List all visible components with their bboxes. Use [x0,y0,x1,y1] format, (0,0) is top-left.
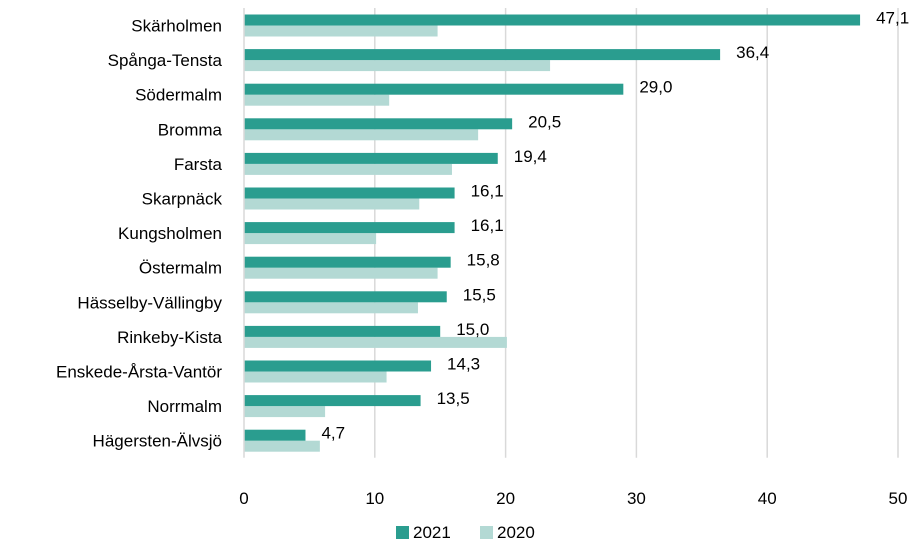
bar-2021 [244,152,498,164]
legend-label-2021: 2021 [413,523,451,542]
legend-label-2020: 2020 [497,523,535,542]
bar-2021 [244,83,624,95]
x-tick-label: 30 [627,489,646,508]
category-label: Farsta [174,155,223,174]
x-tick-label: 40 [758,489,777,508]
bar-2020 [244,336,507,348]
bar-2021 [244,49,721,61]
bar-2021 [244,187,455,199]
bar-2021 [244,291,447,303]
data-label-2021: 47,1 [876,9,909,28]
bar-2020 [244,163,452,175]
category-label: Enskede-Årsta-Vantör [56,363,222,382]
category-label: Norrmalm [147,397,222,416]
category-label: Skarpnäck [142,190,223,209]
bar-2021 [244,325,441,337]
data-label-2021: 14,3 [447,355,480,374]
data-labels: 47,1 36,4 29,0 20,5 19,4 16,1 16,1 15,8 15,5 15,0… [321,9,909,443]
category-label: Hägersten-Älvsjö [93,432,222,451]
gridlines [374,8,899,458]
data-label-2021: 4,7 [321,424,345,443]
bars [244,14,861,452]
category-label: Kungsholmen [118,224,222,243]
category-label: Östermalm [139,259,222,278]
data-label-2021: 15,0 [456,320,489,339]
data-label-2021: 15,5 [463,285,496,304]
bar-2020 [244,25,438,37]
bar-2020 [244,233,377,245]
bar-2021 [244,256,451,268]
bar-2021 [244,395,421,407]
bar-2020 [244,198,420,210]
bar-2020 [244,60,551,72]
category-label: Bromma [158,120,223,139]
x-tick-label: 10 [365,489,384,508]
bar-2020 [244,267,438,279]
category-label: Spånga-Tensta [108,51,223,70]
bar-2021 [244,118,513,130]
category-label: Skärholmen [131,17,222,36]
x-tick-label: 0 [239,489,248,508]
category-label: Södermalm [135,86,222,105]
data-label-2021: 16,1 [471,216,504,235]
bar-2020 [244,406,326,418]
x-tick-label: 50 [889,489,908,508]
data-label-2021: 19,4 [514,147,547,166]
category-labels: Skärholmen Spånga-Tensta Södermalm Bromma Fa… [56,17,223,451]
category-label: Hässelby-Vällingby [77,293,222,312]
x-tick-label: 20 [496,489,515,508]
bar-2021 [244,222,455,234]
data-label-2021: 16,1 [471,182,504,201]
bar-2020 [244,302,418,314]
data-label-2021: 20,5 [528,112,561,131]
legend-swatch-2020 [480,526,493,539]
legend-swatch-2021 [396,526,409,539]
data-label-2021: 36,4 [736,43,769,62]
bar-2020 [244,371,387,383]
data-label-2021: 29,0 [639,78,672,97]
data-label-2021: 13,5 [437,389,470,408]
category-label: Rinkeby-Kista [117,328,222,347]
x-tick-labels: 0 10 20 30 40 50 [239,489,907,508]
legend: 2021 2020 [396,523,535,542]
bar-2021 [244,360,432,372]
data-label-2021: 15,8 [467,251,500,270]
bar-2020 [244,440,320,452]
bar-2020 [244,129,479,141]
bar-2021 [244,14,861,26]
bar-2021 [244,429,306,441]
bar-2020 [244,94,390,106]
